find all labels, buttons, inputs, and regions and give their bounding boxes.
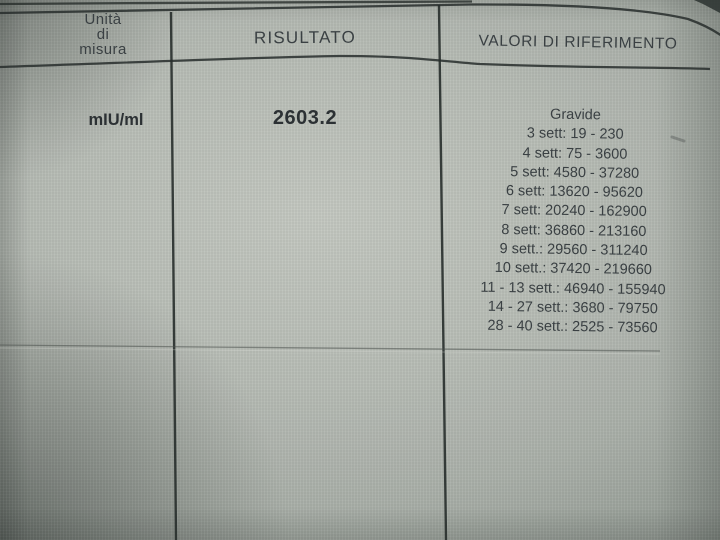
fold-crease-highlight [0, 347, 661, 355]
column-divider-1 [169, 11, 178, 540]
header-unit-of-measure: Unità di misura [23, 12, 183, 57]
header-unit-line-3: misura [79, 41, 127, 58]
top-edge-line [0, 0, 473, 6]
header-unit-line-1: Unità [84, 11, 122, 28]
header-reference-values: VALORI DI RIFERIMENTO [478, 32, 678, 53]
header-unit-line-2: di [96, 26, 110, 43]
column-divider-2 [437, 4, 448, 540]
header-divider-line [0, 54, 711, 71]
reference-values-block: Gravide 3 sett: 19 - 230 4 sett: 75 - 36… [438, 104, 709, 339]
cell-result-value: 2603.2 [272, 107, 338, 129]
header-result: RISULTATO [253, 27, 357, 48]
smudge-mark [670, 135, 686, 143]
table-top-border-line [0, 3, 720, 37]
fold-crease-line [0, 344, 661, 352]
photo-corner-shadow [694, 0, 720, 13]
reference-range-line: 28 - 40 sett.: 2525 - 73560 [487, 318, 658, 337]
cell-unit-value: mIU/ml [88, 111, 144, 129]
